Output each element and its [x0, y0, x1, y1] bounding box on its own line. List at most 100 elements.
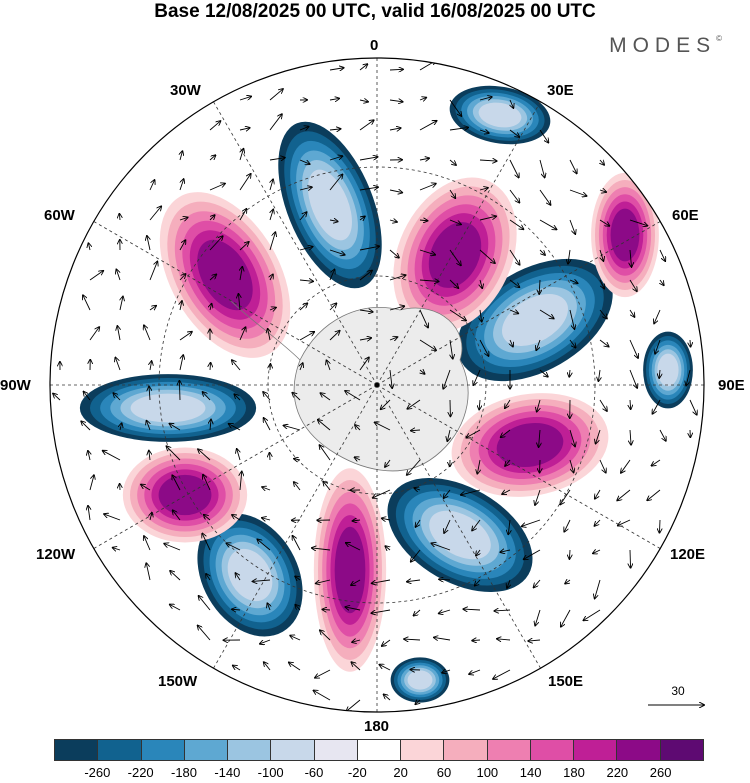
wind-vector — [294, 459, 301, 460]
wind-vector — [419, 158, 429, 160]
meridian-line — [213, 384, 378, 669]
wind-vector — [150, 361, 152, 371]
wind-vector — [595, 489, 601, 499]
wind-vector — [463, 609, 481, 610]
wind-vector — [561, 609, 571, 627]
wind-vector — [329, 331, 340, 341]
wind-vector — [299, 332, 314, 341]
wind-vector — [539, 429, 540, 447]
wind-vector — [479, 339, 489, 356]
wind-vector — [239, 96, 251, 101]
wind-vector — [371, 609, 391, 613]
meridian-line — [93, 221, 378, 386]
wind-vector — [104, 514, 121, 521]
wind-vector — [179, 240, 185, 251]
colorbar-swatch — [401, 740, 445, 760]
wind-vector — [149, 306, 156, 310]
wind-vector — [312, 548, 331, 550]
lon-label-120e: 120E — [670, 546, 706, 563]
wind-vector — [351, 579, 361, 585]
wind-vector — [232, 360, 241, 371]
wind-vector — [569, 309, 574, 329]
wind-vector — [569, 189, 587, 196]
wind-vector — [564, 519, 571, 532]
wind-vector — [329, 249, 345, 255]
wind-vector — [439, 579, 451, 580]
wind-vector — [117, 326, 120, 341]
wind-vector — [352, 640, 361, 642]
wind-vector — [209, 236, 223, 251]
colorbar-tick-label: -60 — [304, 765, 324, 780]
meridian-line — [376, 384, 541, 669]
wind-vector — [359, 310, 373, 312]
wind-vector — [411, 430, 421, 431]
wind-vector — [539, 309, 554, 318]
wind-vector — [568, 249, 570, 264]
colorbar-tick-label: -20 — [347, 765, 367, 780]
wind-vector — [359, 157, 377, 161]
wind-vector — [600, 249, 603, 261]
lon-label-120w: 120W — [36, 546, 76, 563]
wind-vector — [449, 159, 456, 165]
wind-vector — [599, 190, 606, 192]
wind-vector — [179, 332, 192, 341]
wind-vector — [449, 127, 468, 130]
wind-vector — [509, 159, 519, 177]
wind-vector — [179, 217, 188, 220]
wind-vector — [509, 249, 520, 265]
wind-vector — [240, 472, 242, 491]
wind-vector — [170, 571, 181, 581]
wind-vector — [83, 295, 91, 311]
wind-vector — [150, 513, 152, 521]
colorbar-tick-label: 60 — [436, 765, 452, 780]
wind-vector — [629, 219, 647, 226]
wind-vector — [323, 482, 331, 491]
wind-vector — [630, 249, 632, 267]
negative-anomaly-contour — [407, 670, 433, 690]
wind-vector — [119, 214, 120, 221]
wind-vector — [53, 394, 61, 401]
wind-vector — [240, 267, 242, 281]
wind-vector — [500, 550, 511, 552]
map-title: Base 12/08/2025 00 UTC, valid 16/08/2025… — [154, 1, 596, 22]
wind-vector — [655, 339, 661, 354]
wind-vector — [269, 308, 276, 310]
wind-vector — [510, 339, 513, 347]
wind-vector — [355, 425, 361, 431]
wind-vector — [199, 596, 211, 611]
lon-label-0: 0 — [370, 37, 379, 54]
negative-anomaly-contour — [130, 393, 206, 423]
wind-vector — [434, 637, 451, 640]
meridian-line — [93, 384, 378, 549]
wind-vector — [569, 369, 570, 377]
wind-vector — [449, 309, 466, 321]
wind-vector — [539, 249, 545, 255]
wind-vector — [269, 158, 285, 160]
wind-vector — [233, 665, 241, 671]
wind-vector — [179, 274, 186, 281]
wind-vector — [198, 626, 211, 641]
wind-vector — [414, 488, 421, 490]
wind-vector — [535, 489, 541, 505]
wind-vector — [382, 518, 391, 520]
wind-vector — [415, 700, 420, 704]
wind-vector — [522, 519, 541, 526]
brand-mark: © — [716, 34, 722, 43]
wind-vector — [269, 114, 282, 131]
wind-vector — [239, 242, 249, 251]
colorbar-swatch — [617, 740, 661, 760]
wind-vector — [210, 420, 211, 431]
wind-vector — [439, 610, 451, 613]
wind-vector — [569, 429, 575, 446]
lon-label-90w: 90W — [0, 377, 31, 394]
wind-vector — [329, 68, 344, 70]
wind-vector — [629, 279, 637, 291]
wind-vector — [320, 630, 331, 641]
wind-vector — [477, 459, 480, 474]
wind-vector — [689, 399, 697, 415]
wind-vector — [381, 399, 391, 409]
wind-vector — [501, 429, 511, 437]
colorbar-swatch — [660, 740, 703, 760]
wind-vector — [232, 515, 241, 521]
wind-vector — [509, 279, 519, 287]
